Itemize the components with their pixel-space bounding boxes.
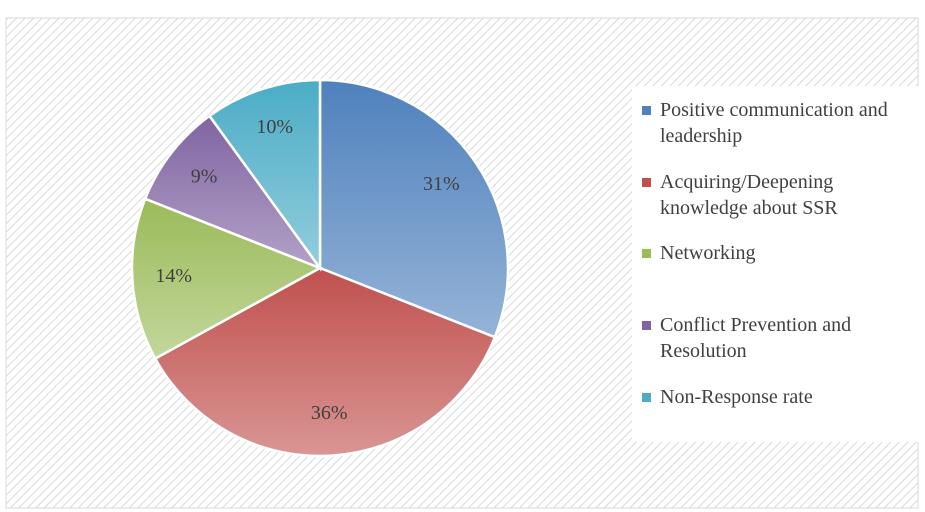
data-label: 31% — [423, 173, 460, 195]
legend-item: Non-Response rate — [642, 384, 912, 410]
slice-shine — [209, 80, 320, 268]
data-label: 36% — [311, 402, 348, 424]
data-label: 14% — [155, 265, 192, 287]
legend-swatch — [642, 178, 651, 187]
legend-label: Positive communication and leadership — [660, 99, 888, 147]
data-label: 10% — [256, 116, 293, 138]
legend-label: Networking — [660, 242, 756, 264]
legend-label: Conflict Prevention and Resolution — [660, 314, 852, 362]
legend-label: Acquiring/Deepening knowledge about SSR — [660, 171, 838, 219]
legend-item: Networking — [642, 240, 912, 266]
slice-shine — [132, 198, 320, 359]
slice-shine — [145, 115, 320, 268]
legend-label: Non-Response rate — [660, 386, 813, 408]
slice-shine — [320, 80, 508, 338]
legend-swatch — [642, 393, 651, 402]
slice-shine — [155, 268, 495, 456]
legend-swatch — [642, 249, 651, 258]
legend-item: Acquiring/Deepening knowledge about SSR — [642, 169, 912, 221]
data-label: 9% — [191, 166, 218, 188]
legend-swatch — [642, 321, 651, 330]
legend-background — [632, 86, 920, 442]
legend-swatch — [642, 106, 651, 115]
legend-item: Conflict Prevention and Resolution — [642, 312, 912, 364]
legend-item: Positive communication and leadership — [642, 97, 912, 149]
